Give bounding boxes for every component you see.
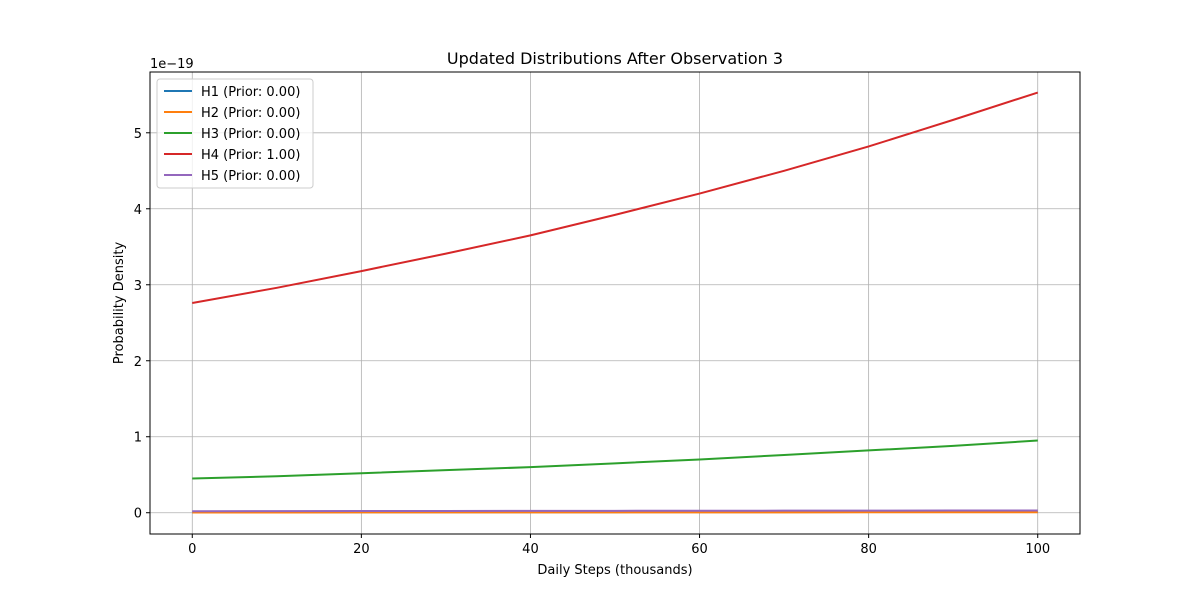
x-tick-label: 100	[1025, 542, 1050, 557]
y-tick-label: 3	[134, 279, 142, 294]
legend-label: H2 (Prior: 0.00)	[201, 106, 300, 121]
x-axis-ticks: 0 20 40 60 80 100	[188, 534, 1050, 557]
legend-label: H3 (Prior: 0.00)	[201, 127, 300, 142]
y-tick-label: 0	[134, 507, 142, 522]
y-tick-label: 1	[134, 431, 142, 446]
legend: H1 (Prior: 0.00) H2 (Prior: 0.00) H3 (Prio…	[156, 78, 314, 189]
x-tick-label: 40	[522, 542, 539, 557]
series-line-h4	[192, 91, 1039, 304]
legend-label: H1 (Prior: 0.00)	[201, 85, 300, 100]
y-tick-label: 5	[134, 127, 142, 142]
x-tick-label: 80	[860, 542, 877, 557]
plot-area-frame	[149, 71, 1081, 535]
legend-label: H5 (Prior: 0.00)	[201, 169, 300, 184]
x-axis-title: Daily Steps (thousands)	[537, 563, 692, 578]
y-axis-title: Probability Density	[112, 242, 127, 365]
legend-label: H4 (Prior: 1.00)	[201, 148, 300, 163]
y-offset-text: 1e−19	[150, 57, 194, 72]
y-axis-ticks: 0 1 2 3 4 5	[134, 127, 150, 522]
legend-box	[156, 78, 314, 189]
y-tick-label: 4	[134, 203, 142, 218]
series-lines	[192, 91, 1039, 514]
x-tick-label: 60	[691, 542, 708, 557]
x-tick-label: 0	[188, 542, 196, 557]
x-tick-label: 20	[353, 542, 370, 557]
series-line-h3	[192, 439, 1038, 480]
series-line-h5	[192, 509, 1038, 513]
chart-title: Updated Distributions After Observation …	[447, 49, 783, 68]
y-tick-label: 2	[134, 355, 142, 370]
